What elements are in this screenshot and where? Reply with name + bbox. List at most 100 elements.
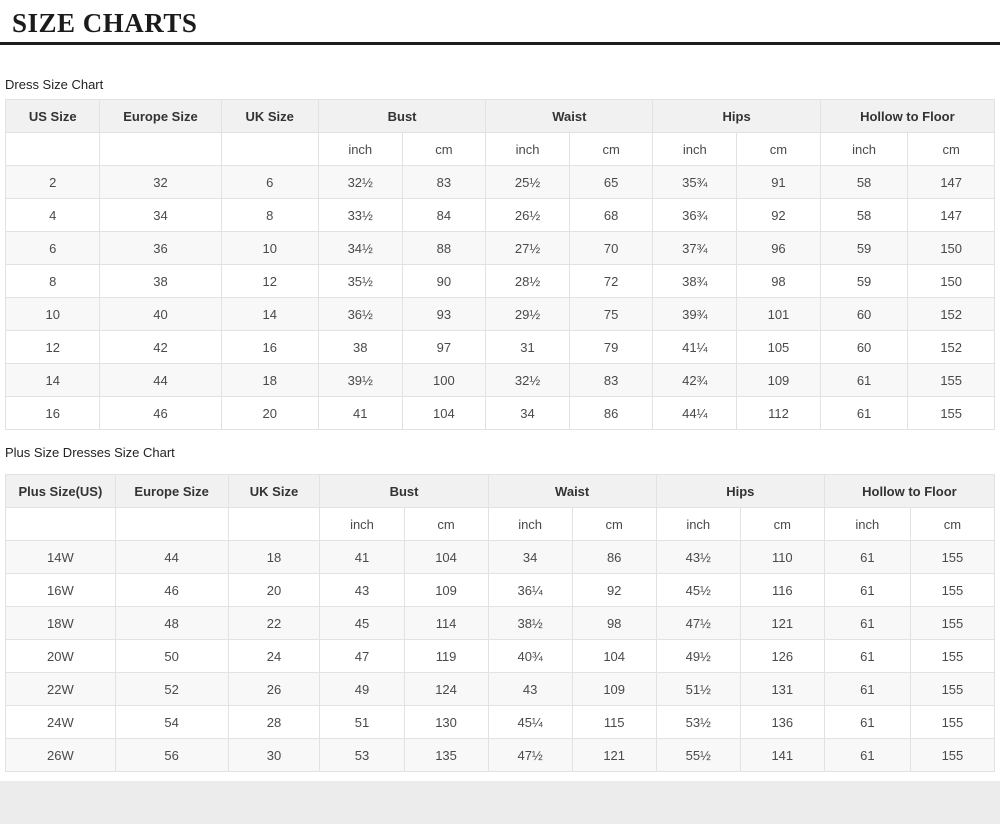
table-cell: 18W [5, 606, 116, 640]
column-header: Bust [317, 99, 487, 133]
table-cell: 35¾ [652, 165, 738, 199]
group-header-row: US Size Europe Size UK Size Bust Waist Hips Ho… [4, 99, 996, 133]
table-row: 4 34 8 33½ 84 26½ 68 36¾ 92 58 147 [4, 198, 995, 232]
table-row: 16W 46 20 43 109 36¼ 92 45½ 116 61 155 [5, 573, 996, 607]
table-cell: 155 [909, 639, 996, 673]
table-cell: 28½ [485, 264, 570, 298]
table-cell: 56 [114, 738, 229, 772]
table-cell: 61 [823, 639, 911, 673]
table-cell: 12 [220, 264, 319, 298]
table-cell: 155 [909, 738, 996, 772]
dress-size-chart-caption: Dress Size Chart [5, 77, 104, 92]
table-cell: 98 [571, 606, 657, 640]
table-cell: 96 [736, 231, 821, 265]
table-cell: 34½ [317, 231, 403, 265]
table-cell: 131 [739, 672, 825, 706]
table-cell: 124 [403, 672, 489, 706]
unit-header-row: inch cm inch cm inch cm inch cm [4, 132, 995, 166]
table-cell: 72 [568, 264, 654, 298]
table-cell: 35½ [317, 264, 403, 298]
table-cell: 45¼ [487, 705, 573, 739]
table-cell: 8 [220, 198, 319, 232]
table-cell: 101 [736, 297, 821, 331]
table-cell: 86 [568, 396, 654, 430]
table-cell: 59 [819, 231, 909, 265]
unit-header: inch [319, 507, 405, 541]
table-cell: 110 [739, 540, 825, 574]
table-cell: 41 [317, 396, 403, 430]
table-cell: 60 [819, 297, 909, 331]
column-header: Hollow to Floor [819, 99, 996, 133]
table-cell: 12 [4, 330, 101, 364]
table-cell: 27½ [485, 231, 570, 265]
table-row: 16 46 20 41 104 34 86 44¼ 112 61 155 [4, 396, 995, 430]
table-cell: 93 [401, 297, 487, 331]
table-cell: 98 [736, 264, 821, 298]
table-cell: 88 [401, 231, 487, 265]
table-cell: 147 [907, 165, 995, 199]
table-cell: 14W [5, 540, 116, 574]
table-cell: 18 [220, 363, 319, 397]
table-cell: 32½ [485, 363, 570, 397]
table-cell: 121 [739, 606, 825, 640]
table-cell: 155 [909, 672, 996, 706]
column-header: Europe Size [114, 474, 229, 508]
column-header: Hips [652, 99, 821, 133]
table-cell: 155 [909, 573, 996, 607]
table-cell: 36½ [317, 297, 403, 331]
table-cell: 34 [485, 396, 570, 430]
table-cell: 38 [99, 264, 222, 298]
table-cell: 97 [401, 330, 487, 364]
table-cell: 104 [571, 639, 657, 673]
table-row: 20W 50 24 47 119 40¾ 104 49½ 126 61 155 [5, 639, 996, 673]
table-cell: 109 [736, 363, 821, 397]
column-header: US Size [4, 99, 101, 133]
table-cell: 28 [227, 705, 321, 739]
column-header: UK Size [227, 474, 321, 508]
table-cell: 54 [114, 705, 229, 739]
table-cell: 60 [819, 330, 909, 364]
table-cell: 39½ [317, 363, 403, 397]
title-divider [0, 42, 1000, 45]
unit-header: inch [485, 132, 570, 166]
table-cell: 155 [909, 606, 996, 640]
unit-header: inch [819, 132, 909, 166]
group-header-row: Plus Size(US) Europe Size UK Size Bust Waist… [5, 474, 996, 508]
table-cell: 92 [736, 198, 821, 232]
table-cell: 49 [319, 672, 405, 706]
table-cell: 83 [401, 165, 487, 199]
table-cell: 31 [485, 330, 570, 364]
table-cell: 42¾ [652, 363, 738, 397]
table-cell: 70 [568, 231, 654, 265]
table-cell: 14 [4, 363, 101, 397]
table-row: 6 36 10 34½ 88 27½ 70 37¾ 96 59 150 [4, 231, 995, 265]
table-cell: 53 [319, 738, 405, 772]
table-cell: 61 [823, 738, 911, 772]
table-cell: 14 [220, 297, 319, 331]
table-cell: 155 [909, 705, 996, 739]
table-cell: 155 [909, 540, 996, 574]
unit-header: cm [907, 132, 995, 166]
table-cell: 100 [401, 363, 487, 397]
table-cell: 90 [401, 264, 487, 298]
column-header: Hollow to Floor [823, 474, 996, 508]
table-cell: 92 [571, 573, 657, 607]
table-cell: 114 [403, 606, 489, 640]
table-cell: 26 [227, 672, 321, 706]
table-cell: 16 [220, 330, 319, 364]
table-cell: 39¾ [652, 297, 738, 331]
page-title: SIZE CHARTS [12, 8, 198, 38]
table-cell: 119 [403, 639, 489, 673]
table-cell: 45 [319, 606, 405, 640]
table-row: 18W 48 22 45 114 38½ 98 47½ 121 61 155 [5, 606, 996, 640]
column-header: UK Size [220, 99, 319, 133]
table-cell: 44¼ [652, 396, 738, 430]
unit-header: cm [739, 507, 825, 541]
table-cell: 10 [220, 231, 319, 265]
table-cell: 20 [220, 396, 319, 430]
unit-header: cm [403, 507, 489, 541]
unit-header: cm [736, 132, 821, 166]
table-cell: 105 [736, 330, 821, 364]
unit-header: inch [487, 507, 573, 541]
table-cell: 48 [114, 606, 229, 640]
